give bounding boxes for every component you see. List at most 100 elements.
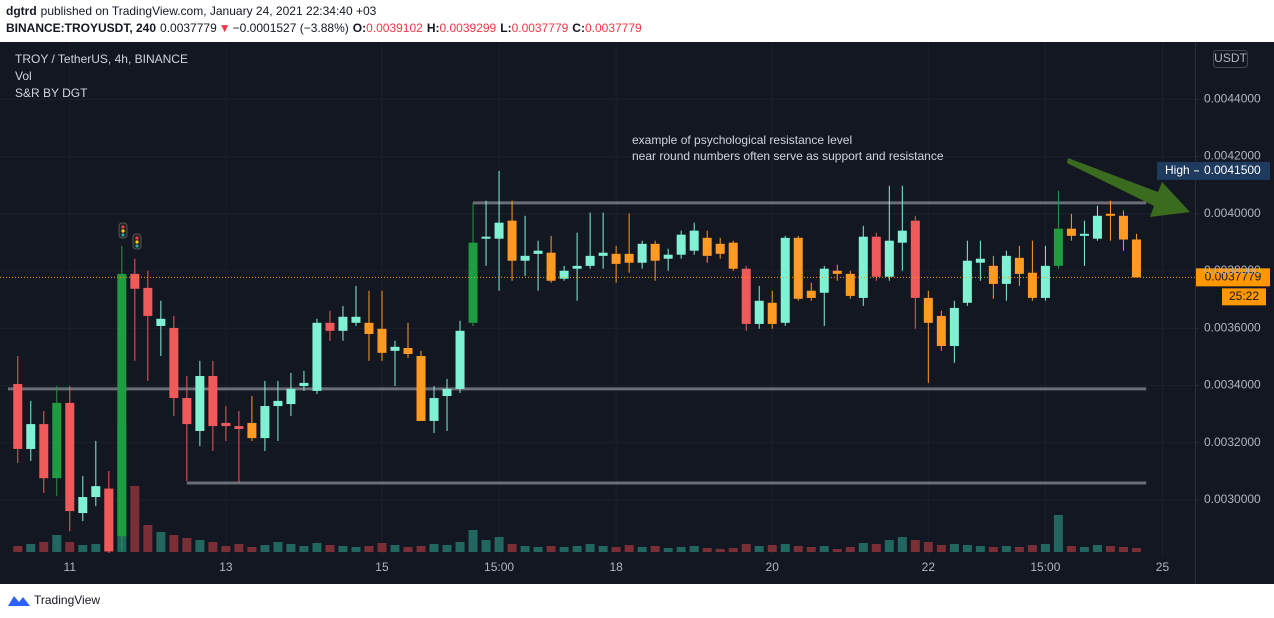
volume-bar	[923, 542, 933, 552]
arrow: ▼	[219, 21, 231, 35]
candle-body	[936, 315, 946, 346]
x-tick-label: 15	[375, 560, 389, 574]
volume-bar	[1040, 544, 1050, 552]
high-marker-label: High	[1165, 163, 1190, 177]
candle-body	[507, 220, 517, 261]
candle-body	[13, 384, 23, 449]
volume-bar	[910, 540, 920, 552]
indicator-label: S&R BY DGT	[15, 86, 88, 100]
volume-bar	[364, 546, 374, 552]
candle-body	[78, 497, 88, 514]
candle-body	[585, 255, 595, 266]
candle-body	[104, 489, 114, 552]
volume-bar	[780, 544, 790, 552]
volume-bar	[1027, 545, 1037, 552]
candle-body	[286, 388, 296, 405]
candle-body	[975, 258, 985, 263]
annotation: near round numbers often serve as suppor…	[632, 149, 944, 163]
volume-bar	[221, 546, 231, 552]
candle-body	[65, 402, 75, 512]
x-tick-label: 25	[1156, 560, 1170, 574]
high-marker-box	[1157, 161, 1270, 180]
candle-body	[130, 273, 140, 289]
volume-bar	[520, 546, 530, 552]
candle-body	[1079, 233, 1089, 236]
currency-box	[1213, 50, 1248, 68]
indicator-label: Vol	[15, 69, 32, 83]
ohlc-key: O:	[353, 21, 366, 35]
candle-body	[52, 402, 62, 479]
last-price-label: 0.0037779	[1205, 270, 1262, 284]
candle-body	[780, 237, 790, 323]
volume-bar	[156, 532, 166, 552]
candle-body	[559, 270, 569, 279]
x-tick-label: 18	[609, 560, 623, 574]
candle-body	[676, 234, 686, 255]
candle-body	[637, 243, 647, 263]
volume-bar	[468, 530, 478, 552]
candle-body	[715, 243, 725, 254]
candle-body	[884, 240, 894, 277]
y-tick-label: 0.0036000	[1204, 320, 1261, 334]
volume-bar	[247, 547, 257, 552]
candle-body	[325, 322, 335, 331]
volume-bar	[91, 544, 101, 552]
candle-body	[546, 252, 556, 281]
candle-body	[1066, 228, 1076, 236]
volume-bar	[169, 535, 179, 552]
volume-bar	[455, 542, 465, 552]
annotation: example of psychological resistance leve…	[632, 133, 852, 147]
candle-body	[377, 328, 387, 353]
candle-body	[429, 398, 439, 421]
candle-body	[858, 236, 868, 298]
chart-pane	[0, 42, 1274, 584]
symbol: BINANCE:TROYUSDT, 240	[6, 21, 156, 35]
volume-bar	[546, 546, 556, 552]
candle-body	[1118, 215, 1128, 240]
volume-bar	[130, 486, 140, 552]
volume-bar	[1105, 546, 1115, 552]
candle-body	[91, 486, 101, 498]
author: dgtrd	[6, 4, 37, 18]
x-tick-label: 11	[64, 560, 77, 574]
volume-bar	[936, 545, 946, 552]
signal-icon	[132, 233, 142, 250]
candle-body	[1014, 257, 1024, 274]
volume-bar	[949, 544, 959, 552]
header-line-1: dgtrd published on TradingView.com, Janua…	[6, 4, 377, 18]
volume-bar	[507, 544, 517, 552]
volume-bar	[338, 546, 348, 552]
x-tick-label: 15:00	[484, 560, 514, 574]
volume-bar	[676, 547, 686, 552]
candle-body	[1040, 265, 1050, 298]
high-marker-value: 0.0041500	[1204, 163, 1261, 177]
candle-body	[468, 242, 478, 323]
candle-body	[39, 424, 49, 479]
brand-logo	[8, 596, 30, 606]
volume-bar	[390, 545, 400, 552]
volume-bar	[962, 545, 972, 552]
x-tick-label: 22	[922, 560, 936, 574]
volume-bar	[897, 537, 907, 552]
candle-body	[260, 406, 270, 439]
candle-body	[949, 307, 959, 346]
volume-bar	[806, 547, 816, 552]
volume-bar	[26, 544, 36, 552]
volume-bar	[754, 546, 764, 552]
candle-body	[598, 252, 608, 256]
candle-body	[533, 250, 543, 254]
ohlc-value: 0.0039102	[366, 21, 423, 35]
volume-bar	[572, 546, 582, 552]
header-line-2: BINANCE:TROYUSDT, 240 0.0037779 ▼ −0.000152…	[6, 21, 642, 35]
volume-bar	[741, 544, 751, 552]
volume-bar	[494, 537, 504, 552]
volume-bar	[1092, 545, 1102, 552]
candle-body	[1053, 228, 1063, 266]
ohlc-value: 0.0037779	[585, 21, 642, 35]
volume-bar	[988, 547, 998, 552]
candle-body	[273, 400, 283, 407]
candle-body	[754, 300, 764, 324]
candle-body	[832, 270, 842, 274]
candle-body	[221, 422, 231, 427]
candle-body	[312, 322, 322, 391]
